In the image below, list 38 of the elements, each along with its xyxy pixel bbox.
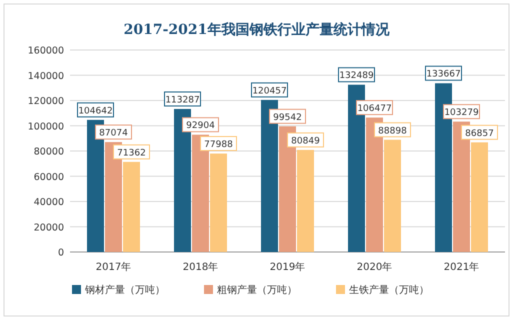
y-tick-label: 120000 xyxy=(28,96,64,107)
data-label: 106477 xyxy=(357,104,392,114)
y-tick-label: 0 xyxy=(58,248,64,258)
y-tick-label: 160000 xyxy=(28,46,64,56)
data-label: 120457 xyxy=(252,86,287,96)
y-tick-label: 100000 xyxy=(28,121,64,132)
bar xyxy=(384,140,401,252)
data-label: 86857 xyxy=(465,128,494,139)
data-label: 71362 xyxy=(117,148,146,158)
bar xyxy=(297,150,314,252)
x-tick-label: 2017年 xyxy=(96,261,132,273)
chart-title: 2017-2021年我国钢铁行业产量统计情况 xyxy=(124,21,390,38)
x-tick-label: 2019年 xyxy=(270,261,306,273)
x-tick-label: 2018年 xyxy=(182,261,218,273)
bar xyxy=(210,154,227,252)
legend-label: 粗钢产量（万吨） xyxy=(217,284,297,296)
bar xyxy=(471,142,488,252)
data-label: 133667 xyxy=(426,70,461,80)
y-tick-label: 80000 xyxy=(34,146,64,158)
data-label: 104642 xyxy=(78,106,113,116)
y-tick-label: 60000 xyxy=(34,172,64,183)
y-tick-label: 20000 xyxy=(34,222,64,234)
legend-label: 钢材产量（万吨） xyxy=(84,284,165,296)
bar xyxy=(123,162,140,252)
data-label: 92904 xyxy=(186,121,216,132)
data-label: 99542 xyxy=(273,112,302,123)
data-label: 80849 xyxy=(291,136,320,146)
data-label: 88898 xyxy=(378,126,408,136)
y-tick-label: 140000 xyxy=(28,70,64,82)
x-tick-label: 2021年 xyxy=(444,261,480,273)
data-label: 113287 xyxy=(165,95,200,106)
data-label: 132489 xyxy=(339,71,374,82)
data-label: 87074 xyxy=(99,128,128,139)
data-label: 103279 xyxy=(444,108,479,118)
y-tick-label: 40000 xyxy=(34,197,64,208)
x-tick-label: 2020年 xyxy=(356,261,392,273)
legend-label: 生铁产量（万吨） xyxy=(349,284,429,296)
data-label: 77988 xyxy=(204,140,234,150)
